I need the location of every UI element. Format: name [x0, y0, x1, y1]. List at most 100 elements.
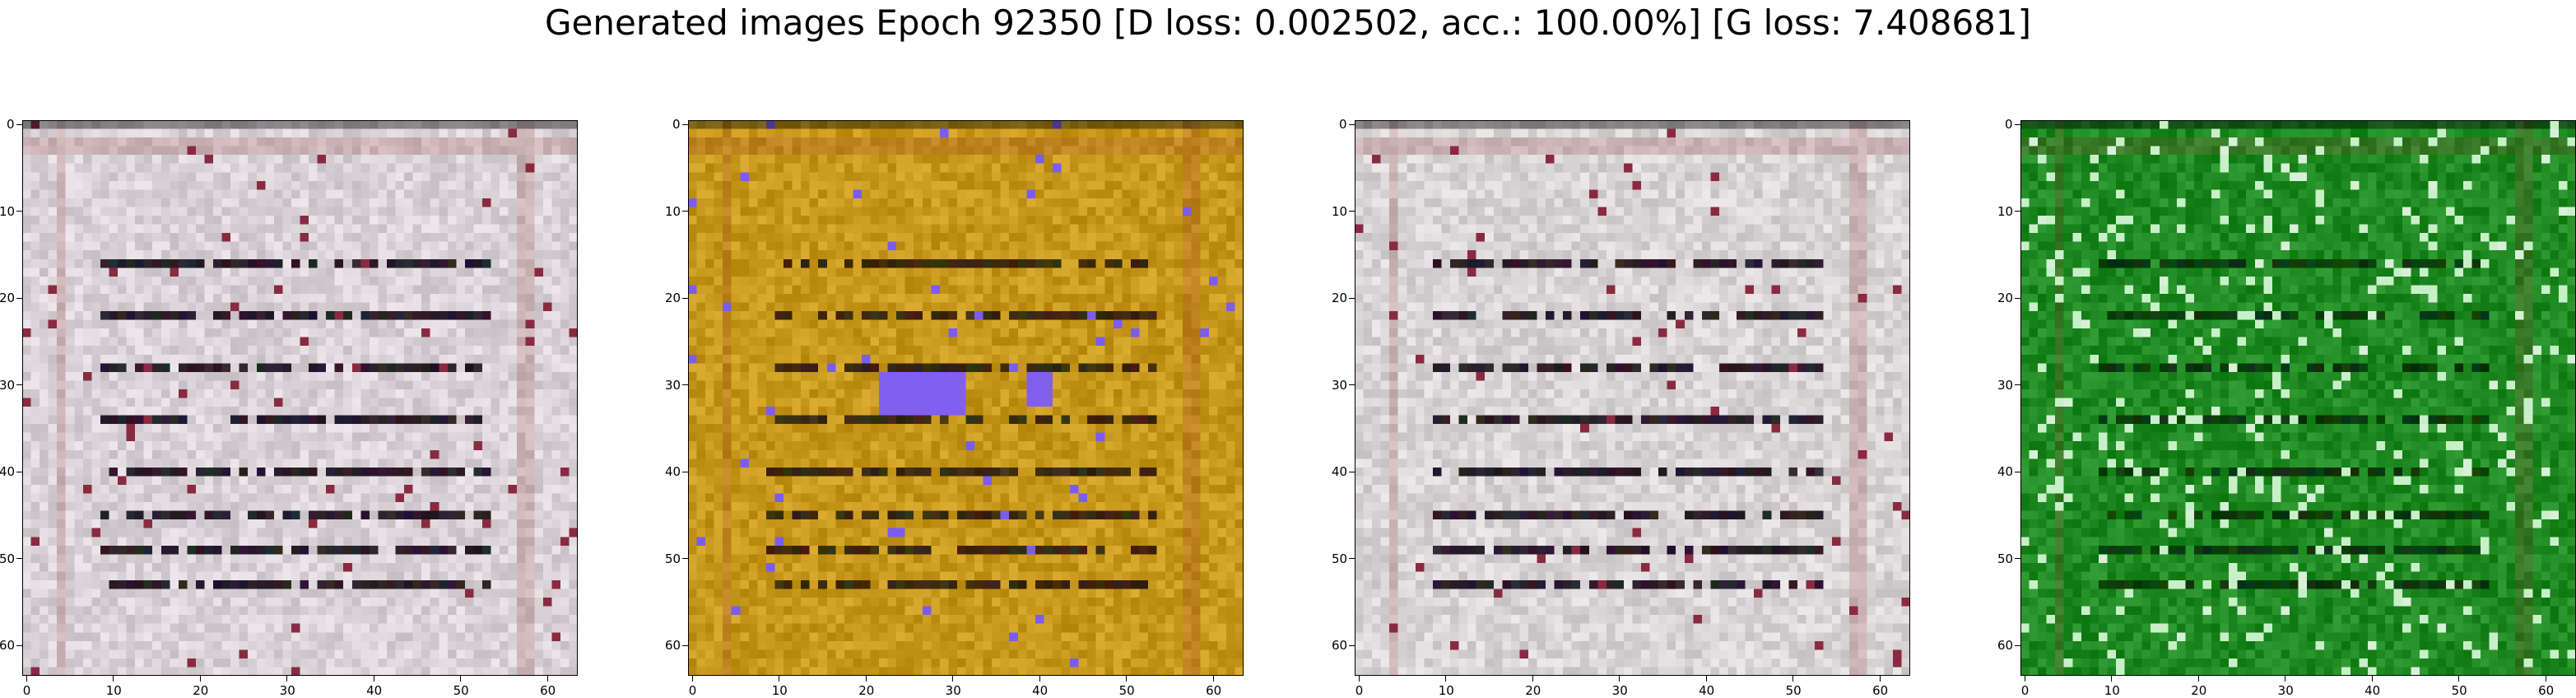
x-tick-label: 60 — [1872, 683, 1889, 698]
axes-frame — [22, 120, 578, 676]
y-tick-label: 30 — [665, 377, 681, 393]
y-tick-label: 20 — [1332, 291, 1348, 306]
y-tick-label: 40 — [1332, 464, 1348, 480]
y-tick-mark — [16, 123, 22, 125]
y-tick-mark — [2015, 384, 2020, 386]
y-tick-mark — [682, 211, 688, 212]
y-tick-mark — [16, 297, 22, 299]
y-tick-label: 40 — [1997, 464, 2014, 480]
generated-image-panel-2: 0 10 20 30 40 50 60 0 10 20 30 40 50 60 — [665, 117, 1244, 698]
generated-image-4 — [2020, 120, 2576, 676]
x-tick-mark — [691, 676, 693, 682]
x-tick-label: 60 — [540, 683, 556, 698]
x-tick-mark — [2197, 676, 2199, 682]
y-tick-mark — [16, 384, 22, 386]
x-tick-label: 60 — [2538, 683, 2555, 698]
y-tick-label: 60 — [0, 638, 16, 654]
x-tick-label: 50 — [453, 683, 469, 698]
y-tick-label: 10 — [0, 203, 16, 219]
x-tick-label: 40 — [366, 683, 383, 698]
x-tick-mark — [1039, 676, 1040, 682]
y-tick-mark — [1349, 384, 1355, 386]
x-tick-label: 50 — [1118, 683, 1135, 698]
x-tick-mark — [113, 676, 114, 682]
x-tick-mark — [2371, 676, 2373, 682]
x-tick-mark — [1619, 676, 1620, 682]
x-tick-mark — [26, 676, 27, 682]
x-tick-label: 0 — [1355, 683, 1364, 698]
x-tick-label: 50 — [2451, 683, 2467, 698]
y-tick-label: 60 — [665, 638, 681, 654]
y-tick-label: 10 — [1332, 203, 1348, 219]
generated-image-panel-1: 0 10 20 30 40 50 60 0 10 20 30 40 50 60 — [0, 117, 578, 698]
x-tick-label: 40 — [2364, 683, 2381, 698]
y-tick-label: 0 — [1339, 117, 1347, 133]
x-tick-mark — [286, 676, 288, 682]
x-tick-label: 50 — [1785, 683, 1802, 698]
y-tick-label: 20 — [0, 291, 16, 306]
y-tick-mark — [682, 558, 688, 560]
x-tick-mark — [1126, 676, 1128, 682]
x-tick-mark — [952, 676, 954, 682]
y-tick-label: 40 — [665, 464, 681, 480]
y-tick-mark — [682, 384, 688, 386]
x-tick-mark — [199, 676, 201, 682]
x-tick-mark — [1358, 676, 1360, 682]
y-tick-label: 0 — [672, 117, 681, 133]
y-tick-label: 0 — [7, 117, 15, 133]
generated-image-panel-4: 0 10 20 30 40 50 60 0 10 20 30 40 50 60 — [1997, 117, 2576, 698]
x-tick-label: 20 — [858, 683, 875, 698]
y-tick-label: 60 — [1332, 638, 1348, 654]
y-tick-label: 40 — [0, 464, 16, 480]
generated-image-1 — [22, 120, 578, 676]
x-tick-label: 0 — [688, 683, 697, 698]
y-tick-mark — [1349, 297, 1355, 299]
y-tick-label: 30 — [1997, 377, 2014, 393]
y-tick-mark — [16, 644, 22, 646]
x-tick-label: 0 — [22, 683, 31, 698]
x-tick-label: 10 — [771, 683, 788, 698]
y-tick-label: 20 — [665, 291, 681, 306]
y-tick-label: 10 — [1997, 203, 2014, 219]
x-tick-mark — [1445, 676, 1447, 682]
x-tick-label: 30 — [1611, 683, 1628, 698]
x-tick-mark — [460, 676, 462, 682]
x-tick-label: 40 — [1032, 683, 1049, 698]
y-tick-mark — [2015, 644, 2020, 646]
x-tick-label: 40 — [1699, 683, 1715, 698]
y-tick-mark — [16, 211, 22, 212]
y-tick-mark — [16, 558, 22, 560]
y-tick-label: 10 — [665, 203, 681, 219]
x-tick-label: 60 — [1206, 683, 1222, 698]
x-tick-mark — [2111, 676, 2113, 682]
generated-image-panel-3: 0 10 20 30 40 50 60 0 10 20 30 40 50 60 — [1332, 117, 1910, 698]
y-tick-label: 50 — [0, 551, 16, 566]
y-tick-mark — [682, 123, 688, 125]
x-tick-label: 10 — [105, 683, 122, 698]
y-tick-mark — [2015, 558, 2020, 560]
x-tick-label: 30 — [279, 683, 295, 698]
x-tick-mark — [1879, 676, 1881, 682]
y-tick-label: 50 — [1997, 551, 2014, 566]
y-tick-label: 30 — [0, 377, 16, 393]
y-tick-mark — [1349, 558, 1355, 560]
x-tick-mark — [1532, 676, 1533, 682]
x-tick-mark — [2458, 676, 2460, 682]
x-tick-label: 20 — [193, 683, 209, 698]
axes-frame — [1355, 120, 1910, 676]
x-tick-label: 20 — [1525, 683, 1541, 698]
y-tick-label: 30 — [1332, 377, 1348, 393]
x-tick-mark — [1705, 676, 1707, 682]
y-tick-mark — [1349, 211, 1355, 212]
y-tick-label: 50 — [665, 551, 681, 566]
x-tick-label: 30 — [2277, 683, 2294, 698]
x-tick-label: 30 — [945, 683, 961, 698]
x-tick-label: 0 — [2020, 683, 2030, 698]
y-tick-label: 0 — [2005, 117, 2013, 133]
y-tick-label: 50 — [1332, 551, 1348, 566]
y-tick-mark — [2015, 123, 2020, 125]
y-tick-mark — [1349, 644, 1355, 646]
x-tick-label: 10 — [2104, 683, 2120, 698]
y-tick-mark — [2015, 297, 2020, 299]
x-tick-mark — [1212, 676, 1214, 682]
